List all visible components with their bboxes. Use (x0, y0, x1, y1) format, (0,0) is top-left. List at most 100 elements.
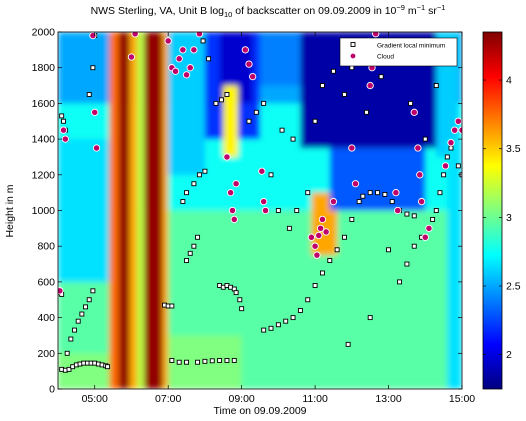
cloud-marker (366, 81, 374, 90)
y-tick-label: 400 (37, 312, 55, 324)
heatmap-cell (447, 139, 462, 389)
gradient-minimum-marker (224, 92, 230, 97)
cloud-marker (318, 215, 327, 224)
legend-label-cloud: Cloud (377, 54, 394, 61)
y-tick-label: 1000 (32, 205, 56, 217)
gradient-minimum-marker (375, 190, 380, 196)
gradient-minimum-marker (59, 113, 65, 119)
gradient-minimum-marker (61, 118, 66, 124)
heatmap-cell (109, 32, 119, 389)
gradient-minimum-marker (345, 341, 351, 347)
cloud-marker (322, 228, 330, 236)
gradient-minimum-marker (233, 290, 239, 296)
gradient-minimum-marker (404, 261, 410, 267)
cloud-marker (226, 188, 235, 197)
gradient-minimum-marker (279, 127, 285, 133)
gradient-minimum-marker (86, 92, 92, 97)
y-tick-label: 1800 (32, 62, 56, 74)
cloud-marker (131, 32, 139, 38)
cloud-marker (372, 32, 380, 38)
gradient-minimum-marker (294, 208, 300, 213)
gradient-minimum-marker (86, 297, 92, 303)
cloud-marker (307, 233, 316, 241)
gradient-minimum-marker (169, 357, 175, 363)
cloud-marker (261, 206, 270, 215)
gradient-minimum-marker (184, 190, 189, 196)
x-tick-label: 05:00 (82, 393, 108, 405)
cloud-marker (195, 32, 204, 38)
gradient-minimum-marker (389, 199, 395, 205)
gradient-minimum-marker (64, 350, 70, 356)
gradient-minimum-marker (202, 358, 208, 364)
cloud-marker (92, 144, 101, 152)
gradient-minimum-marker (312, 283, 318, 288)
gradient-minimum-marker (411, 213, 417, 219)
y-tick-label: 200 (37, 348, 55, 360)
gradient-minimum-marker (169, 303, 175, 309)
gradient-minimum-marker (367, 190, 373, 196)
cloud-marker (186, 64, 194, 72)
gradient-minimum-marker (231, 357, 237, 363)
cloud-marker (451, 126, 459, 134)
gradient-minimum-marker (382, 191, 388, 197)
colorbar-tick-label: 3 (506, 212, 512, 224)
cloud-marker (223, 153, 231, 161)
cloud-marker (59, 126, 68, 134)
colorbar-tick-label: 2 (506, 349, 512, 361)
cloud-marker (329, 197, 338, 206)
cloud-marker (316, 224, 325, 233)
gradient-minimum-marker (83, 304, 88, 310)
gradient-minimum-marker (239, 306, 245, 312)
gradient-minimum-marker (180, 199, 186, 205)
colorbar-ticks: 2 2.5 3 3.5 4 (483, 75, 521, 361)
gradient-minimum-marker (224, 357, 230, 363)
gradient-minimum-marker (342, 92, 347, 97)
gradient-minimum-marker (213, 100, 219, 106)
x-tick-label: 07:00 (155, 393, 181, 405)
colorbar-tick-label: 2.5 (506, 281, 521, 293)
gradient-minimum-marker (202, 168, 208, 174)
gradient-minimum-marker (455, 163, 461, 169)
gradient-minimum-marker (275, 208, 281, 213)
gradient-minimum-marker (297, 308, 303, 313)
cloud-marker (313, 251, 321, 259)
cloud-marker (348, 144, 356, 152)
gradient-minimum-marker (422, 136, 428, 142)
gradient-minimum-marker (195, 234, 201, 240)
gradient-minimum-marker (209, 358, 215, 364)
gradient-minimum-marker (327, 258, 333, 263)
gradient-minimum-marker (191, 243, 197, 249)
colorbar: 2 2.5 3 3.5 4 (482, 31, 521, 390)
cloud-marker (421, 233, 429, 241)
gradient-minimum-marker (200, 38, 206, 44)
gradient-minimum-marker (386, 247, 391, 253)
gradient-minimum-marker (404, 211, 410, 217)
cloud-marker (414, 144, 422, 152)
heatmap-cell (223, 85, 238, 157)
gradient-minimum-marker (286, 225, 292, 231)
heatmap-cell (144, 32, 163, 389)
y-tick-label: 800 (37, 241, 55, 253)
gradient-minimum-marker (246, 118, 252, 124)
cloud-marker (91, 108, 99, 116)
cloud-marker (260, 197, 268, 206)
cloud-marker (258, 167, 266, 175)
cloud-marker (454, 117, 462, 125)
cloud-marker (89, 32, 97, 40)
y-tick-label: 1600 (32, 98, 56, 110)
gradient-minimum-marker (275, 322, 281, 328)
title-exponent-2: −1 (417, 3, 426, 12)
cloud-marker (441, 162, 450, 170)
title-log-subscript: 10 (224, 10, 232, 19)
gradient-minimum-marker (218, 97, 224, 103)
cloud-marker (410, 108, 418, 116)
cloud-marker (394, 206, 402, 215)
gradient-minimum-marker (206, 56, 212, 62)
title-unit-2: sr (425, 5, 437, 17)
gradient-minimum-marker (290, 136, 296, 142)
gradient-minimum-marker (184, 359, 189, 365)
legend-marker-cloud (349, 52, 357, 60)
cloud-marker (127, 53, 136, 61)
gradient-minimum-marker (253, 109, 259, 115)
gradient-minimum-marker (441, 172, 447, 178)
